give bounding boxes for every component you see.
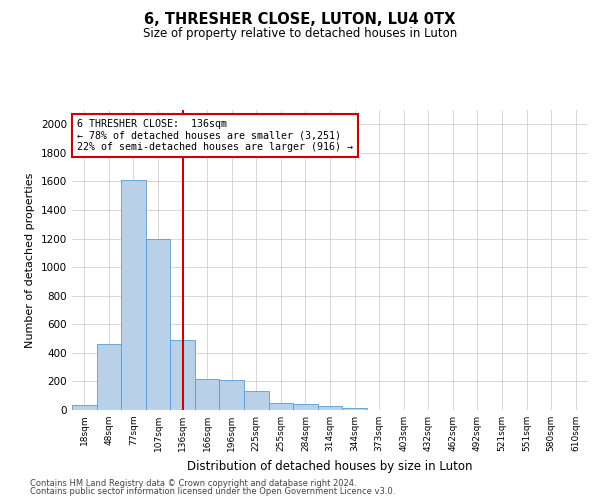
Bar [318,406,342,410]
Bar [97,344,121,410]
Bar [146,238,170,410]
Bar [170,340,195,410]
Text: Contains public sector information licensed under the Open Government Licence v3: Contains public sector information licen… [30,487,395,496]
Bar [195,380,220,410]
Bar [121,180,146,410]
Text: 6 THRESHER CLOSE:  136sqm
← 78% of detached houses are smaller (3,251)
22% of se: 6 THRESHER CLOSE: 136sqm ← 78% of detach… [77,119,353,152]
Text: Contains HM Land Registry data © Crown copyright and database right 2024.: Contains HM Land Registry data © Crown c… [30,478,356,488]
Bar [342,408,367,410]
Bar [244,392,269,410]
Bar [269,403,293,410]
Y-axis label: Number of detached properties: Number of detached properties [25,172,35,348]
X-axis label: Distribution of detached houses by size in Luton: Distribution of detached houses by size … [187,460,473,472]
Bar [220,380,244,410]
Bar [72,405,97,410]
Text: Size of property relative to detached houses in Luton: Size of property relative to detached ho… [143,28,457,40]
Text: 6, THRESHER CLOSE, LUTON, LU4 0TX: 6, THRESHER CLOSE, LUTON, LU4 0TX [145,12,455,28]
Bar [293,404,318,410]
